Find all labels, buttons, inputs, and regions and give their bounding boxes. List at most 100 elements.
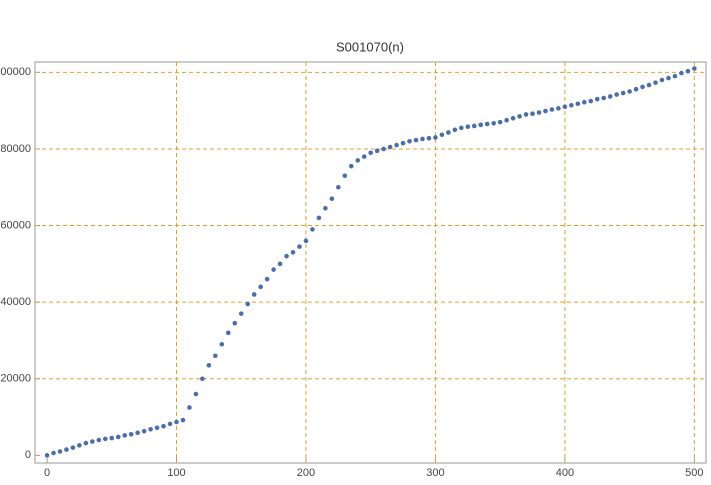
- x-tick-label: 100: [167, 467, 185, 479]
- point: [245, 301, 251, 307]
- point: [200, 376, 205, 382]
- point: [582, 99, 587, 105]
- y-tick-label: 20000: [0, 373, 31, 385]
- point: [446, 130, 451, 135]
- point: [64, 447, 69, 452]
- point: [672, 73, 678, 79]
- point: [575, 101, 581, 107]
- point: [206, 363, 212, 368]
- point: [420, 136, 425, 142]
- point: [679, 70, 684, 76]
- point: [497, 119, 503, 125]
- point: [407, 138, 412, 144]
- point: [569, 102, 574, 108]
- point: [478, 122, 484, 128]
- point: [588, 98, 594, 104]
- y-tick-label: 100000: [0, 66, 31, 78]
- point: [316, 215, 322, 221]
- point: [167, 421, 173, 427]
- point: [381, 146, 386, 152]
- point: [187, 405, 192, 410]
- point: [180, 417, 186, 423]
- point: [562, 104, 568, 110]
- point: [640, 84, 645, 90]
- y-tick-label: 60000: [0, 219, 31, 231]
- point: [258, 284, 263, 290]
- point: [633, 86, 639, 92]
- point: [368, 150, 373, 156]
- y-tick-label: 40000: [0, 296, 31, 308]
- point: [601, 95, 607, 101]
- point: [128, 431, 134, 437]
- point: [96, 437, 102, 443]
- point: [336, 184, 341, 190]
- y-tick-label: 80000: [0, 143, 31, 155]
- point: [627, 89, 632, 94]
- point: [646, 82, 652, 88]
- point: [154, 425, 160, 431]
- point: [277, 261, 283, 267]
- x-tick-label: 400: [556, 467, 574, 479]
- point: [174, 419, 179, 425]
- point: [452, 127, 458, 133]
- point: [193, 391, 199, 397]
- point: [122, 433, 128, 438]
- point: [310, 227, 315, 232]
- point: [400, 140, 406, 146]
- point: [659, 77, 665, 83]
- point: [219, 341, 225, 347]
- point: [413, 137, 419, 143]
- point: [348, 163, 354, 169]
- x-tick-label: 300: [426, 467, 444, 479]
- point: [225, 330, 231, 336]
- point: [484, 121, 490, 127]
- point: [504, 117, 509, 123]
- point: [510, 116, 516, 121]
- point: [465, 124, 471, 130]
- point: [297, 244, 302, 249]
- point: [692, 66, 697, 71]
- x-tick-label: 500: [685, 467, 703, 479]
- point: [536, 110, 542, 115]
- point: [614, 92, 619, 97]
- point: [620, 90, 626, 96]
- point: [329, 196, 335, 202]
- point: [523, 112, 529, 117]
- point: [433, 135, 438, 140]
- plot-frame: [34, 61, 707, 464]
- point: [594, 96, 600, 102]
- point: [556, 106, 561, 111]
- point: [70, 445, 76, 450]
- point: [141, 428, 147, 434]
- point: [394, 142, 399, 148]
- point: [303, 238, 309, 244]
- point: [471, 123, 477, 129]
- point: [361, 154, 367, 159]
- point: [135, 430, 140, 436]
- point: [264, 276, 270, 282]
- point: [323, 206, 328, 211]
- point: [543, 108, 548, 114]
- point: [607, 94, 613, 99]
- y-tick-label: 0: [25, 449, 31, 461]
- point: [530, 111, 535, 117]
- point: [426, 135, 432, 141]
- point: [83, 440, 89, 446]
- point: [374, 148, 380, 154]
- point: [238, 311, 244, 316]
- point: [90, 439, 95, 444]
- point: [213, 353, 218, 359]
- point: [290, 250, 296, 255]
- point: [109, 435, 115, 441]
- point: [355, 158, 361, 163]
- point: [77, 443, 82, 448]
- point: [491, 120, 496, 126]
- chart-title: S001070(n): [336, 39, 404, 54]
- point: [102, 436, 108, 442]
- point: [232, 320, 238, 326]
- point: [161, 423, 166, 429]
- point: [251, 292, 257, 297]
- point: [549, 107, 555, 112]
- point: [284, 253, 289, 259]
